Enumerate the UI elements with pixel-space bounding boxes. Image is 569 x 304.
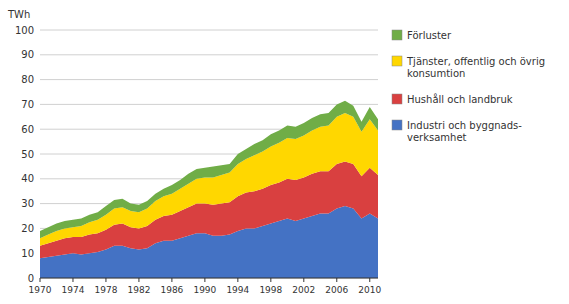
area — [40, 101, 378, 239]
legend-label: Förluster — [407, 30, 452, 41]
y-axis-label: TWh — [7, 9, 30, 20]
x-tick-label: 1986 — [160, 285, 183, 295]
grid-line — [40, 104, 378, 105]
x-tick — [40, 278, 41, 282]
legend-label: Tjänster, offentlig och övrigkonsumtion — [406, 56, 545, 79]
x-tick — [204, 278, 205, 282]
grid-line — [40, 30, 378, 31]
grid-line — [40, 278, 378, 279]
x-tick — [105, 278, 106, 282]
x-tick — [369, 278, 370, 282]
y-tick-label: 70 — [21, 99, 34, 110]
legend: Förluster Tjänster, offentlig och övrigko… — [392, 30, 545, 143]
y-tick-label: 80 — [21, 74, 34, 85]
x-tick-label: 1982 — [127, 285, 150, 295]
y-tick-label: 50 — [21, 149, 34, 160]
legend-swatch — [392, 30, 402, 40]
legend-swatch — [392, 56, 402, 66]
x-tick — [138, 278, 139, 282]
x-tick-label: 1994 — [226, 285, 249, 295]
area — [40, 113, 378, 246]
x-tick — [303, 278, 304, 282]
legend-swatch — [392, 94, 402, 104]
x-tick-label: 1990 — [193, 285, 216, 295]
legend-label: Industri och byggnads-verksamhet — [407, 120, 522, 143]
x-tick — [237, 278, 238, 282]
grid — [40, 30, 378, 278]
y-tick-label: 100 — [15, 25, 34, 36]
y-tick-label: 60 — [21, 124, 34, 135]
grid-line — [40, 54, 378, 55]
grid-line — [40, 79, 378, 80]
legend-swatch — [392, 120, 402, 130]
areas — [40, 101, 378, 278]
x-tick-label: 1978 — [94, 285, 117, 295]
y-tick-label: 0 — [28, 273, 34, 284]
y-tick-label: 20 — [21, 223, 34, 234]
x-tick-label: 1998 — [259, 285, 282, 295]
x-tick — [171, 278, 172, 282]
y-tick-label: 40 — [21, 173, 34, 184]
x-tick-label: 2002 — [292, 285, 315, 295]
y-tick-label: 90 — [21, 49, 34, 60]
x-tick-label: 1970 — [29, 285, 52, 295]
legend-label: Hushåll och landbruk — [407, 93, 513, 105]
y-tick-label: 10 — [21, 248, 34, 259]
chart: 0 10 20 30 40 50 60 70 80 90 100 1970 1974 1978 1982 19… — [0, 0, 569, 304]
x-tick — [72, 278, 73, 282]
x-tick-label: 2006 — [325, 285, 348, 295]
x-tick-label: 1974 — [62, 285, 85, 295]
x-tick — [336, 278, 337, 282]
x-axis-line — [40, 278, 378, 279]
y-tick-label: 30 — [21, 198, 34, 209]
x-tick — [270, 278, 271, 282]
x-tick-label: 2010 — [358, 285, 381, 295]
